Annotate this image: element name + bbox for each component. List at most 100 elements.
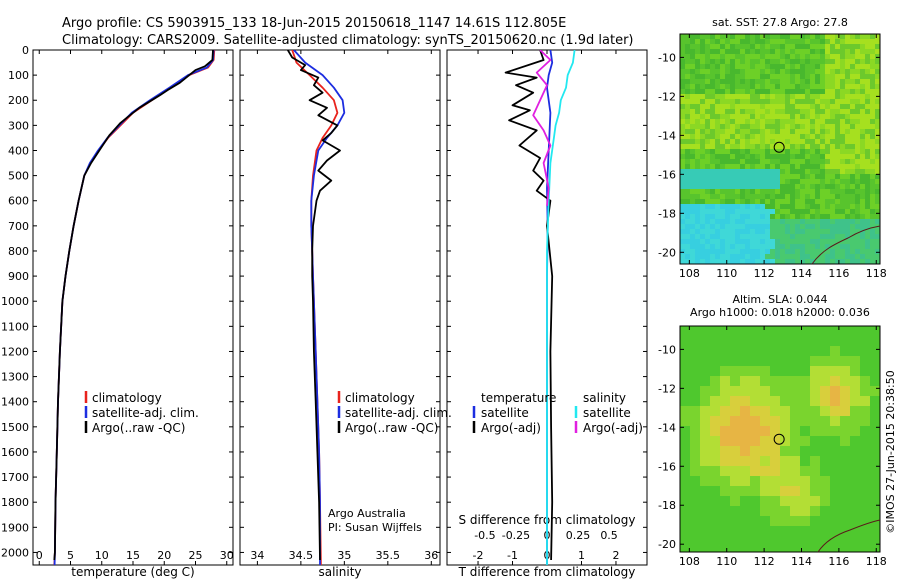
map-cell [735,84,741,90]
map-cell [815,59,821,65]
map-cell [755,199,761,205]
map-cell [860,506,871,517]
map-cell [705,154,711,160]
map-cell [785,134,791,140]
map-cell [830,144,836,150]
map-cell [690,204,696,210]
map-cell [760,144,766,150]
map-cell [835,44,841,50]
map-cell [710,466,721,477]
map-cell [720,194,726,200]
map-cell [755,79,761,85]
map-cell [725,104,731,110]
map-cell [710,114,716,120]
map-cell [810,59,816,65]
map-cell [730,456,741,467]
map-cell [730,109,736,115]
map-cell [800,89,806,95]
map-cell [760,134,766,140]
map-cell [765,179,771,185]
map-cell [820,114,826,120]
depth-tick-label: 1900 [1,521,29,534]
map-cell [830,386,841,397]
map-cell [735,159,741,165]
map-cell [825,124,831,130]
map-cell [730,124,736,130]
map-cell [780,386,791,397]
map-cell [700,199,706,205]
map-cell [830,406,841,417]
map-cell [730,144,736,150]
map-cell [695,249,701,255]
map-cell [730,104,736,110]
map-cell [780,39,786,45]
map-cell [680,99,686,105]
map-cell [860,169,866,175]
map-cell [690,159,696,165]
map-x-tick-label: 114 [791,267,812,280]
map-cell [775,174,781,180]
map-cell [760,446,771,457]
map-cell [790,64,796,70]
map-cell [860,456,871,467]
map-cell [780,184,786,190]
map-cell [850,506,861,517]
map-cell [765,44,771,50]
map-cell [790,54,796,60]
map-cell [840,139,846,145]
map-cell [705,39,711,45]
map-cell [745,84,751,90]
map-cell [850,164,856,170]
map-cell [680,426,691,437]
map-cell [780,164,786,170]
sla-map-title: Altim. SLA: 0.044 [732,293,827,306]
map-cell [770,546,781,552]
map-cell [860,249,866,255]
map-cell [870,94,876,100]
depth-tick-label: 600 [8,195,29,208]
map-cell [800,214,806,220]
map-cell [840,114,846,120]
map-cell [805,54,811,60]
x-tick-label: 5 [67,549,74,562]
map-cell [760,49,766,55]
map-cell [780,104,786,110]
map-cell [810,259,816,264]
map-cell [710,456,721,467]
map-cell [870,386,880,397]
map-cell [790,336,801,347]
difference-series [504,50,576,565]
map-cell [780,94,786,100]
map-cell [870,239,876,245]
map-cell [700,346,711,357]
map-cell [835,74,841,80]
map-cell [780,326,791,337]
map-cell [785,64,791,70]
map-cell [760,416,771,427]
map-cell [875,124,880,130]
map-cell [865,214,871,220]
map-cell [730,476,741,487]
map-cell [875,74,880,80]
map-cell [705,124,711,130]
map-cell [855,209,861,215]
map-cell [685,84,691,90]
map-cell [760,114,766,120]
map-cell [780,159,786,165]
map-cell [790,366,801,377]
map-cell [685,159,691,165]
map-cell [845,74,851,80]
map-cell [760,396,771,407]
map-cell [820,536,831,547]
map-cell [695,199,701,205]
map-cell [845,184,851,190]
map-cell [735,229,741,235]
map-cell [770,104,776,110]
map-cell [700,139,706,145]
map-cell [725,199,731,205]
x-tick-label: 10 [95,549,109,562]
map-cell [695,214,701,220]
map-cell [785,44,791,50]
map-cell [725,164,731,170]
map-cell [705,94,711,100]
